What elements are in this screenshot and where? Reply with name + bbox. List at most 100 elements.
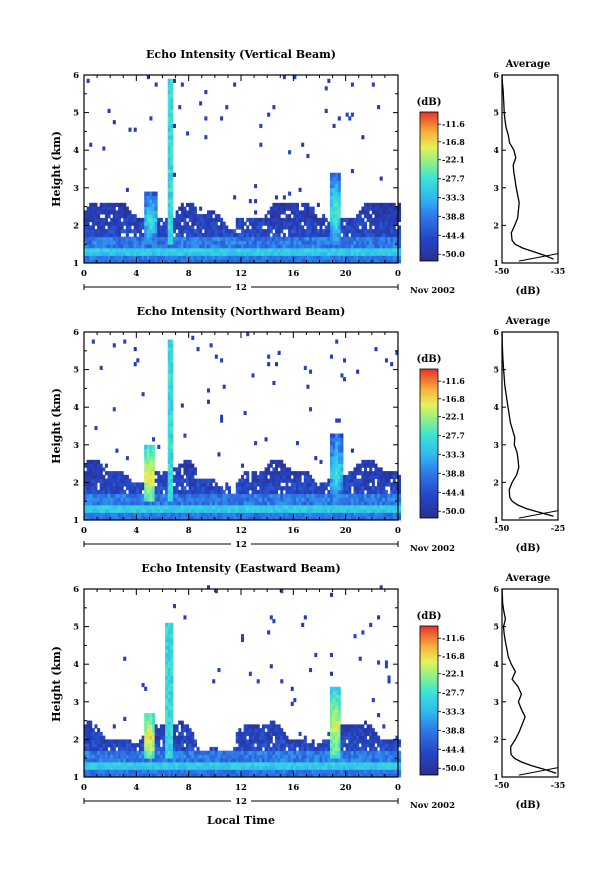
heatmap-cell bbox=[99, 482, 103, 487]
heatmap-cell bbox=[107, 229, 111, 234]
heatmap-cell bbox=[180, 489, 184, 495]
heatmap-cell bbox=[272, 758, 276, 763]
heatmap-cell bbox=[269, 504, 273, 510]
heatmap-cell bbox=[280, 247, 284, 253]
heatmap-cell bbox=[256, 769, 260, 774]
heatmap-cell bbox=[345, 474, 349, 480]
heatmap-cell bbox=[301, 486, 305, 491]
heatmap-cell bbox=[188, 478, 192, 483]
heatmap-cell bbox=[311, 773, 315, 778]
heatmap-cell bbox=[295, 765, 299, 770]
heatmap-cell bbox=[86, 754, 90, 759]
heatmap-cell bbox=[167, 701, 171, 706]
heatmap-cell bbox=[167, 255, 171, 260]
heatmap-cell bbox=[384, 214, 388, 219]
heatmap-cell bbox=[162, 251, 166, 256]
heatmap-cell bbox=[335, 339, 339, 344]
heatmap-cell bbox=[89, 754, 93, 759]
heatmap-cell bbox=[285, 202, 289, 207]
heatmap-cell bbox=[193, 761, 197, 767]
heatmap-cell bbox=[180, 739, 184, 744]
heatmap-cell bbox=[136, 516, 140, 521]
heatmap-cell bbox=[154, 232, 158, 238]
heatmap-cell bbox=[191, 761, 195, 767]
heatmap-cell bbox=[335, 504, 339, 510]
heatmap-cell bbox=[178, 508, 182, 513]
heatmap-cell bbox=[264, 489, 268, 495]
heatmap-cell bbox=[186, 131, 190, 136]
heatmap-cell bbox=[120, 504, 124, 510]
heatmap-cell bbox=[235, 501, 239, 506]
heatmap-cell bbox=[157, 444, 161, 449]
heatmap-cell bbox=[395, 210, 399, 215]
heatmap-cell bbox=[329, 232, 333, 238]
heatmap-cell bbox=[94, 754, 98, 759]
heatmap-cell bbox=[146, 240, 150, 245]
heatmap-cell bbox=[199, 232, 203, 238]
heatmap-cell bbox=[120, 236, 124, 241]
heatmap-cell bbox=[157, 735, 161, 740]
heatmap-cell bbox=[138, 508, 142, 513]
heatmap-cell bbox=[186, 471, 190, 476]
heatmap-cell bbox=[144, 758, 148, 763]
heatmap-cell bbox=[146, 508, 150, 513]
heatmap-cell bbox=[138, 244, 142, 249]
heatmap-cell bbox=[241, 225, 245, 230]
heatmap-cell bbox=[170, 694, 174, 699]
heatmap-cell bbox=[157, 758, 161, 763]
heatmap-cell bbox=[214, 229, 218, 234]
heatmap-cell bbox=[214, 236, 218, 241]
heatmap-cell bbox=[259, 746, 263, 752]
heatmap-cell bbox=[123, 478, 127, 483]
heatmap-cell bbox=[322, 221, 326, 226]
heatmap-cell bbox=[188, 516, 192, 521]
heatmap-cell bbox=[303, 259, 307, 264]
heatmap-cell bbox=[159, 758, 163, 763]
heatmap-cell bbox=[152, 236, 156, 241]
heatmap-cell bbox=[112, 769, 116, 774]
heatmap-cell bbox=[275, 362, 279, 367]
heatmap-cell bbox=[311, 743, 315, 748]
heatmap-cell bbox=[157, 497, 161, 502]
heatmap-cell bbox=[295, 739, 299, 744]
heatmap-cell bbox=[146, 504, 150, 510]
heatmap-cell bbox=[377, 225, 381, 230]
heatmap-cell bbox=[285, 236, 289, 241]
heatmap-cell bbox=[374, 240, 378, 245]
heatmap-cell bbox=[94, 489, 98, 495]
heatmap-cell bbox=[91, 754, 95, 759]
heatmap-cell bbox=[233, 251, 237, 256]
heatmap-cell bbox=[149, 516, 153, 521]
heatmap-cell bbox=[178, 731, 182, 737]
heatmap-cell bbox=[293, 206, 297, 211]
heatmap-cell bbox=[178, 720, 182, 725]
heatmap-cell bbox=[186, 232, 190, 238]
heatmap-cell bbox=[371, 259, 375, 264]
heatmap-cell bbox=[301, 754, 305, 759]
heatmap-cell bbox=[282, 497, 286, 502]
heatmap-cell bbox=[102, 232, 106, 238]
colorbar-tick-label: -50.0 bbox=[442, 249, 465, 259]
heatmap-cell bbox=[335, 452, 339, 457]
heatmap-cell bbox=[214, 758, 218, 763]
heatmap-cell bbox=[327, 504, 331, 510]
heatmap-cell bbox=[146, 75, 150, 80]
heatmap-cell bbox=[395, 471, 399, 476]
heatmap-cell bbox=[144, 448, 148, 453]
heatmap-cell bbox=[220, 255, 224, 260]
heatmap-cell bbox=[144, 195, 148, 200]
heatmap-cell bbox=[183, 225, 187, 230]
heatmap-cell bbox=[167, 339, 171, 344]
heatmap-cell bbox=[345, 486, 349, 491]
heatmap-cell bbox=[303, 735, 307, 740]
heatmap-cell bbox=[233, 508, 237, 513]
heatmap-cell bbox=[233, 195, 237, 200]
heatmap-cell bbox=[188, 731, 192, 737]
heatmap-cell bbox=[246, 750, 250, 755]
heatmap-cell bbox=[298, 187, 302, 192]
heatmap-cell bbox=[322, 769, 326, 774]
heatmap-cell bbox=[246, 236, 250, 241]
heatmap-cell bbox=[259, 754, 263, 759]
heatmap-cell bbox=[165, 758, 169, 763]
heatmap-cell bbox=[112, 259, 116, 264]
